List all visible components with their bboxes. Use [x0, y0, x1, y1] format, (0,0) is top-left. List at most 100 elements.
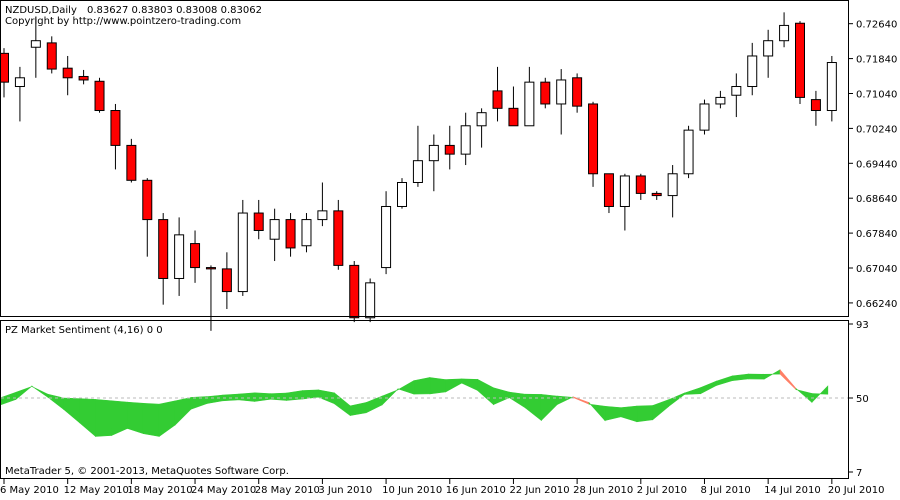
candle-body [158, 219, 169, 279]
candle-body [237, 212, 248, 293]
price-chart-title: NZDUSD,Daily [5, 5, 77, 16]
price-pane [0, 12, 837, 331]
candle-body [747, 55, 758, 88]
candle [747, 42, 758, 96]
sentiment-up-segment [222, 393, 240, 402]
candle [810, 90, 821, 126]
indicator-pane-border [0, 320, 849, 479]
candle [397, 178, 407, 209]
x-tick-label: 18 May 2010 [127, 485, 192, 496]
candle [190, 230, 201, 283]
candle-body [428, 144, 439, 162]
candle-body [683, 129, 694, 175]
candle [365, 278, 376, 323]
candle-body [269, 219, 280, 240]
candle [78, 69, 89, 85]
sentiment-up-segment [238, 392, 256, 402]
y-tick-label: 0.70240 [856, 124, 897, 135]
y-tick-label: 0.68640 [856, 194, 897, 205]
x-tick-label: 22 Jun 2010 [509, 485, 569, 496]
candle-body [46, 42, 57, 70]
candle [476, 108, 487, 148]
y-tick-label: 0.71840 [856, 55, 897, 66]
x-tick-label: 28 Jun 2010 [573, 485, 633, 496]
candle [158, 213, 169, 305]
candle [333, 199, 344, 270]
candle-body [619, 175, 630, 207]
candle [428, 134, 439, 192]
x-tick-label: 3 Jun 2010 [318, 485, 372, 496]
candle [572, 73, 583, 113]
candle-body [731, 86, 742, 96]
candle-body [30, 40, 41, 48]
candle [795, 21, 805, 104]
candle [237, 199, 248, 296]
sentiment-up-segment [429, 377, 447, 395]
y-axis: 0.72640 0.71840 0.71040 0.70240 0.69440 0.686… [849, 20, 897, 479]
candle [635, 173, 646, 200]
candle-body [333, 210, 344, 266]
y-tick-label: 0.67040 [856, 264, 897, 275]
candle [460, 112, 471, 166]
candle-body [603, 173, 614, 207]
candle [46, 36, 57, 74]
sentiment-up-segment [636, 405, 654, 423]
candle [349, 261, 360, 323]
sentiment-up-segment [95, 399, 112, 437]
sentiment-up-segment [127, 401, 144, 435]
candle-body [0, 52, 9, 83]
candle-body [460, 125, 471, 155]
candle-body [397, 181, 407, 207]
candle [779, 12, 790, 48]
candle [285, 213, 296, 257]
candle [826, 55, 837, 122]
candle [763, 29, 774, 78]
x-tick-label: 12 May 2010 [64, 485, 129, 496]
candle [412, 125, 423, 187]
candle-body [142, 179, 153, 221]
candle [301, 213, 312, 253]
x-tick-label: 14 Jul 2010 [764, 485, 821, 496]
x-tick-label: 8 Jul 2010 [700, 485, 750, 496]
candle-body [524, 81, 535, 127]
candle-body [715, 96, 726, 105]
copyright-text: Copyright by http://www.pointzero-tradin… [5, 16, 241, 27]
indicator-y-tick-label: 50 [856, 394, 869, 405]
candle [30, 16, 41, 78]
candle-body [412, 160, 423, 183]
candle-body [62, 67, 73, 79]
candle [540, 77, 551, 109]
candle-body [14, 77, 25, 88]
candle-body [285, 219, 296, 249]
candle-body [126, 144, 137, 181]
candle [221, 252, 232, 310]
candle [0, 48, 9, 98]
ohlc-values: 0.83627 0.83803 0.83008 0.83062 [87, 5, 262, 16]
y-tick-label: 0.69440 [856, 159, 897, 170]
candle-body [381, 205, 392, 269]
x-tick-label: 16 Jun 2010 [446, 485, 506, 496]
sentiment-up-segment [811, 385, 829, 404]
y-tick-label: 0.71040 [856, 89, 897, 100]
footer-text: MetaTrader 5, © 2001-2013, MetaQuotes So… [5, 466, 289, 477]
x-tick-label: 10 Jun 2010 [382, 485, 442, 496]
x-tick-label: 28 May 2010 [255, 485, 320, 496]
sentiment-bands [0, 368, 829, 438]
candle [94, 77, 105, 113]
candle [444, 125, 455, 170]
candle [588, 101, 599, 187]
candle [508, 86, 519, 127]
candle [667, 165, 678, 218]
candle-body [667, 173, 678, 197]
x-tick-label: 24 May 2010 [191, 485, 256, 496]
candle-body [651, 192, 662, 197]
candle-body [588, 103, 599, 175]
candle-body [635, 175, 646, 194]
candle [683, 125, 694, 179]
candle [14, 66, 25, 122]
candle [651, 191, 662, 200]
sentiment-up-segment [142, 403, 160, 437]
sentiment-up-segment [270, 392, 287, 401]
y-tick-label: 0.72640 [856, 20, 897, 31]
